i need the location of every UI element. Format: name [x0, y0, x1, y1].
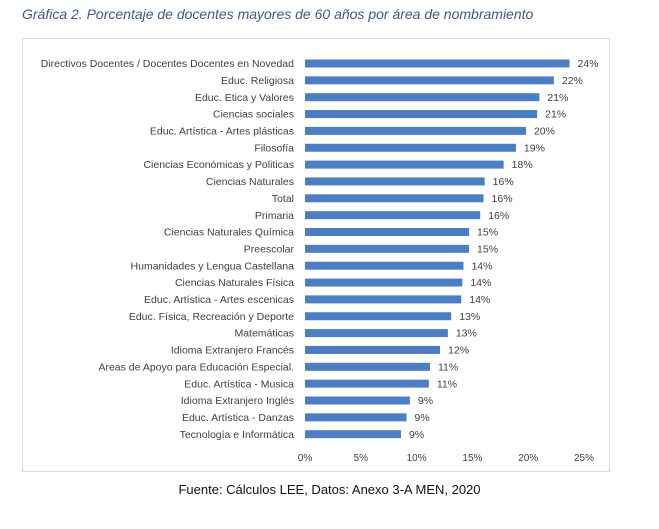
- chart-title: Gráfica 2. Porcentaje de docentes mayore…: [22, 6, 534, 22]
- bar: [305, 362, 430, 371]
- bar: [305, 244, 470, 253]
- category-labels: Directivos Docentes / Docentes Docentes …: [41, 58, 295, 441]
- category-label: Preescolar: [244, 243, 295, 255]
- bar: [305, 126, 526, 135]
- value-label: 14%: [470, 277, 491, 289]
- value-label: 11%: [438, 361, 458, 373]
- bar: [305, 261, 464, 270]
- category-label: Educ. Artística - Danzas: [182, 412, 294, 424]
- category-label: Ciencias Económicas y Politicas: [143, 159, 294, 171]
- value-label: 20%: [534, 126, 555, 138]
- bar: [305, 160, 504, 169]
- value-labels: 24% 22% 21% 21% 20% 19% 18% 16% 16% 16% 15% 15% 14% 1…: [409, 58, 599, 441]
- value-label: 11%: [437, 378, 457, 390]
- bar: [305, 194, 484, 203]
- category-label: Tecnología e Informática: [180, 429, 295, 441]
- x-tick-label: 25%: [574, 453, 594, 464]
- category-label: Primaria: [255, 210, 294, 222]
- value-label: 16%: [493, 176, 514, 188]
- category-label: Educ. Etica y Valores: [195, 92, 294, 104]
- bar: [305, 413, 407, 422]
- x-tick-label: 0%: [298, 453, 313, 464]
- bars: [305, 59, 570, 439]
- bar: [305, 295, 462, 304]
- category-label: Filosofía: [254, 142, 294, 154]
- category-label: Educ. Artística - Artes escenicas: [144, 294, 294, 306]
- bar: [305, 228, 470, 236]
- value-label: 16%: [488, 210, 509, 222]
- bar: [305, 143, 516, 152]
- value-label: 13%: [459, 311, 480, 323]
- category-label: Ciencias Naturales: [206, 176, 294, 188]
- x-axis-ticks: 0% 5% 10% 15% 20% 25%: [298, 453, 594, 464]
- bar: [305, 110, 538, 119]
- bar: [305, 396, 410, 405]
- value-label: 13%: [456, 328, 477, 340]
- bar: [305, 76, 554, 85]
- category-label: Ciencias Naturales Química: [164, 227, 294, 239]
- category-label: Directivos Docentes / Docentes Docentes …: [41, 58, 294, 70]
- value-label: 16%: [492, 193, 513, 205]
- bar: [305, 312, 452, 321]
- bar: [305, 59, 570, 68]
- value-label: 14%: [469, 294, 490, 306]
- x-tick-label: 5%: [354, 453, 369, 464]
- value-label: 9%: [418, 395, 433, 407]
- value-label: 15%: [477, 243, 498, 255]
- value-label: 19%: [524, 142, 545, 154]
- category-label: Areas de Apoyo para Educación Especial.: [98, 361, 294, 373]
- value-label: 9%: [409, 429, 424, 441]
- category-label: Idioma Extranjero Inglés: [181, 395, 294, 407]
- value-label: 21%: [545, 109, 566, 121]
- category-label: Educ. Artística - Artes plásticas: [150, 126, 294, 138]
- category-label: Ciencias Naturales Física: [175, 277, 294, 289]
- bar: [305, 177, 485, 186]
- value-label: 15%: [477, 227, 498, 239]
- bar: [305, 211, 481, 220]
- bar: [305, 430, 401, 439]
- value-label: 24%: [577, 58, 598, 70]
- value-label: 12%: [448, 345, 469, 357]
- category-label: Educ. Artística - Musica: [184, 378, 294, 390]
- value-label: 21%: [547, 92, 568, 104]
- category-label: Humanidades y Lengua Castellana: [131, 260, 295, 272]
- bar: [305, 345, 441, 354]
- x-tick-label: 10%: [407, 453, 427, 464]
- value-label: 18%: [512, 159, 533, 171]
- x-tick-label: 20%: [518, 453, 538, 464]
- bar: [305, 93, 540, 102]
- value-label: 9%: [415, 412, 430, 424]
- chart-frame: [22, 38, 610, 472]
- category-label: Ciencias sociales: [213, 109, 294, 121]
- bar: [305, 278, 463, 287]
- category-label: Educ. Religiosa: [221, 75, 294, 87]
- bar: [305, 329, 448, 338]
- x-tick-label: 15%: [462, 453, 482, 464]
- value-label: 14%: [471, 260, 492, 272]
- category-label: Total: [272, 193, 294, 205]
- source-note: Fuente: Cálculos LEE, Datos: Anexo 3-A M…: [178, 482, 481, 497]
- category-label: Idioma Extranjero Francés: [171, 345, 294, 357]
- value-label: 22%: [562, 75, 583, 87]
- category-label: Educ. Física, Recreación y Deporte: [129, 311, 294, 323]
- category-label: Matemáticas: [234, 328, 294, 340]
- bar: [305, 379, 429, 388]
